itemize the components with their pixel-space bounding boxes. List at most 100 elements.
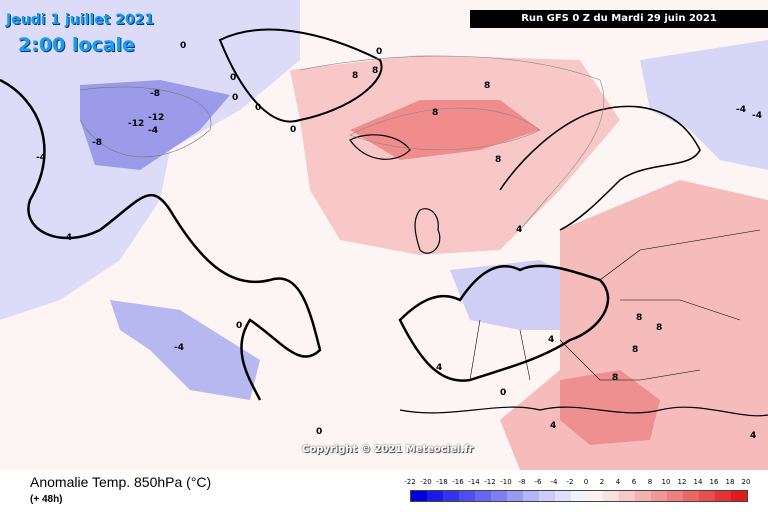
legend-swatch: [539, 491, 555, 501]
legend-swatch: [459, 491, 475, 501]
legend-swatch: [619, 491, 635, 501]
legend-swatch: [555, 491, 571, 501]
contour-value-label: 8: [612, 373, 618, 383]
legend-swatch: [443, 491, 459, 501]
legend-tick-label: -16: [452, 478, 464, 486]
contour-value-label: 4: [550, 421, 556, 431]
legend-swatch: [731, 491, 747, 501]
cold-anomaly-core: [80, 80, 230, 170]
legend-swatch: [507, 491, 523, 501]
valid-time: 2:00 locale: [18, 34, 135, 56]
legend-tick-label: -12: [484, 478, 496, 486]
contour-value-label: -4: [752, 111, 762, 121]
coastline-europe-west: [398, 264, 610, 382]
cold-anomaly-east: [640, 40, 768, 170]
legend-swatch: [667, 491, 683, 501]
legend-swatch: [571, 491, 587, 501]
legend-swatch: [411, 491, 427, 501]
contour-value-label: 0: [180, 41, 186, 51]
contour-labels: 0 0 0 8 8 8 8 8 -12 -12 -8 -8 -4 -4 -4 -4 0 0 -4 0 0 4 4 8 8 8 8 4 0…: [36, 41, 762, 441]
legend-swatch: [603, 491, 619, 501]
legend-tick-label: 12: [677, 478, 687, 486]
legend-swatch: [715, 491, 731, 501]
contour-value-label: 4: [436, 363, 442, 373]
cold-anomaly-atlantic: [110, 300, 260, 400]
contour-value-label: -8: [92, 138, 102, 148]
contour-value-label: 0: [230, 73, 236, 83]
copyright: Copyright © 2021 Meteociel.fr: [302, 444, 474, 455]
contour-value-label: 8: [656, 323, 662, 333]
contour-value-label: 0: [255, 103, 261, 113]
legend-tick-label: 18: [725, 478, 735, 486]
contour-value-label: 0: [500, 388, 506, 398]
contour-value-label: -4: [174, 343, 184, 353]
legend-tick-label: 14: [693, 478, 703, 486]
contour-value-label: 8: [432, 108, 438, 118]
contour-value-label: -4: [736, 105, 746, 115]
contour-value-label: -4: [62, 233, 72, 243]
coastline-greenland: [218, 28, 383, 123]
contour-value-label: 0: [290, 125, 296, 135]
contour-value-label: -12: [128, 119, 144, 129]
legend-tick-label: -14: [468, 478, 480, 486]
contour-value-label: 8: [495, 155, 501, 165]
contour-line: [299, 55, 605, 231]
legend-tick-label: 2: [599, 478, 605, 486]
legend-tick-label: 0: [583, 478, 589, 486]
coastline-mediterranean: [399, 406, 768, 417]
legend-tick-label: -20: [420, 478, 432, 486]
legend-swatch: [427, 491, 443, 501]
legend-swatch: [651, 491, 667, 501]
run-info: Run GFS 0 Z du Mardi 29 juin 2021: [470, 10, 768, 28]
legend-swatch: [491, 491, 507, 501]
legend-tick-label: 16: [709, 478, 719, 486]
legend-tick-label: 4: [615, 478, 621, 486]
parameter-title: Anomalie Temp. 850hPa (°C): [30, 474, 212, 490]
warm-anomaly-balkans: [560, 370, 660, 445]
contour-value-label: 8: [484, 81, 490, 91]
legend-color-bar: [410, 490, 748, 502]
legend-tick-label: -8: [518, 478, 526, 486]
contour-line: [349, 107, 541, 151]
contour-value-label: 0: [232, 93, 238, 103]
contour-value-label: -4: [148, 126, 158, 136]
legend-tick-label: 6: [631, 478, 637, 486]
contour-value-label: 8: [372, 66, 378, 76]
legend-tick-label: -18: [436, 478, 448, 486]
legend-swatch: [635, 491, 651, 501]
legend-tick-label: -10: [500, 478, 512, 486]
legend-tick-label: 20: [741, 478, 751, 486]
legend-swatch: [523, 491, 539, 501]
coastline-iceland: [349, 134, 411, 160]
contour-line: [79, 86, 212, 158]
contour-value-label: 8: [636, 313, 642, 323]
contour-value-label: 0: [316, 427, 322, 437]
legend-tick-label: -4: [550, 478, 558, 486]
temperature-anomaly-map: 0 0 0 8 8 8 8 8 -12 -12 -8 -8 -4 -4 -4 -4 0 0 -4 0 0 4 4 8 8 8 8 4 0…: [0, 0, 768, 470]
contour-value-label: 8: [352, 71, 358, 81]
legend-tick-label: -22: [404, 478, 416, 486]
country-borders: [469, 229, 761, 381]
contour-value-label: 4: [750, 431, 756, 441]
legend-tick-label: -2: [566, 478, 574, 486]
legend-tick-labels: -22 -20 -18 -16 -14 -12 -10 -8 -6 -4 -2 0 2 4 6 8 10 12 14…: [404, 478, 750, 488]
contour-value-label: 8: [632, 345, 638, 355]
legend-swatch: [587, 491, 603, 501]
legend-swatch: [683, 491, 699, 501]
color-legend: -22 -20 -18 -16 -14 -12 -10 -8 -6 -4 -2 0 2 4 6 8 10 12 14…: [404, 478, 750, 502]
lead-time: (+ 48h): [30, 494, 63, 505]
legend-tick-label: 8: [647, 478, 653, 486]
legend-swatch: [475, 491, 491, 501]
contour-value-label: 0: [236, 321, 242, 331]
coastline-north-america: [0, 78, 322, 401]
contour-value-label: -12: [148, 113, 164, 123]
legend-tick-label: 10: [661, 478, 671, 486]
coastline-scandinavia: [499, 105, 701, 231]
contour-value-label: 4: [548, 335, 554, 345]
legend-swatch: [699, 491, 715, 501]
warm-anomaly-north-atlantic: [290, 55, 620, 255]
legend-tick-label: -6: [534, 478, 542, 486]
coastline-uk: [414, 208, 441, 254]
contour-value-label: -8: [150, 89, 160, 99]
valid-date: Jeudi 1 juillet 2021: [6, 12, 155, 28]
